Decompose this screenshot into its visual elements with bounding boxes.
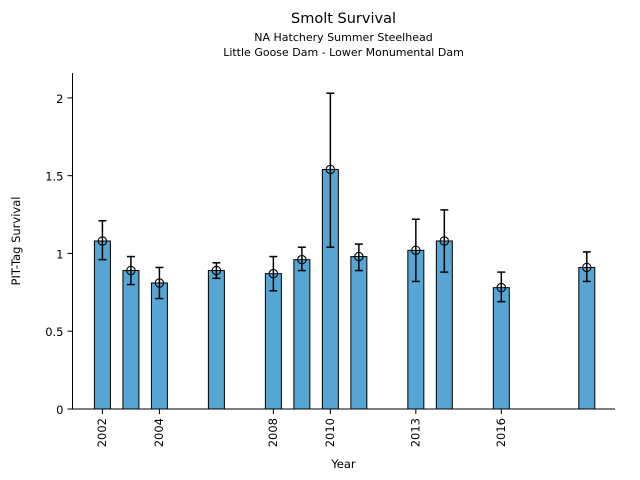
chart-subtitle-line2: Little Goose Dam - Lower Monumental Dam [223, 46, 464, 59]
bar [93, 240, 111, 410]
x-tick-label: 2004 [152, 418, 166, 447]
point-marker [154, 278, 165, 288]
bar [122, 270, 140, 410]
point-marker [297, 254, 307, 265]
point-marker [354, 251, 364, 262]
x-tick-label: 2002 [95, 418, 109, 447]
chart-title: Smolt Survival [291, 11, 396, 27]
x-tick-label: 2008 [266, 418, 280, 447]
y-tick-label: 0.5 [45, 325, 63, 339]
point-marker [126, 265, 136, 276]
y-tick-label: 2 [56, 92, 63, 106]
y-axis-label: PIT-Tag Survival [9, 196, 23, 286]
point-marker [211, 265, 222, 276]
point-marker [582, 262, 592, 273]
x-tick-label: 2013 [409, 418, 423, 447]
chart-subtitle-line1: NA Hatchery Summer Steelhead [254, 31, 433, 44]
y-tick-label: 0 [56, 403, 63, 417]
point-marker [439, 236, 450, 246]
point-marker [411, 245, 421, 256]
x-tick-label: 2016 [494, 418, 508, 447]
x-axis-label: Year [331, 457, 356, 471]
point-marker [268, 268, 279, 279]
bar [293, 259, 311, 410]
bar [492, 287, 510, 410]
point-marker [496, 282, 507, 293]
bar [150, 282, 168, 410]
bar [207, 270, 225, 410]
y-tick-label: 1 [56, 247, 63, 261]
point-marker [325, 164, 336, 175]
x-tick-label: 2010 [323, 418, 337, 447]
bar [350, 256, 368, 410]
y-tick-label: 1.5 [45, 170, 63, 184]
bar [264, 273, 282, 410]
point-marker [97, 236, 108, 246]
bar [578, 266, 596, 410]
